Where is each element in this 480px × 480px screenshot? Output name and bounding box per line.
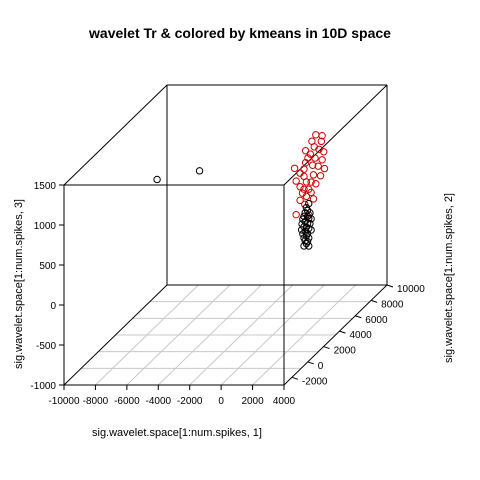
y-tick-label: 8000 (381, 299, 404, 310)
point-cluster-red (301, 147, 310, 155)
z-tick-label: 1000 (34, 221, 57, 232)
point-cluster-black (301, 209, 309, 217)
z-tick-label: 500 (39, 261, 56, 272)
y-tick-label: -2000 (302, 376, 328, 387)
point-cluster-red (312, 131, 320, 139)
point-cluster-black (297, 226, 306, 234)
x-tick-label: -6000 (114, 396, 140, 407)
z-axis-label: sig.wavelet.space[1:num.spikes, 3] (13, 199, 25, 369)
point-cluster-black (305, 199, 313, 208)
y-tick-mark (307, 361, 314, 365)
point-cluster-red (302, 192, 311, 201)
point-cluster-red (312, 180, 320, 188)
point-cluster-black (307, 215, 315, 223)
y-tick-label: 10000 (397, 284, 425, 295)
y-tick-mark (291, 376, 299, 380)
z-tick-label: -500 (36, 341, 56, 352)
point-cluster-red (309, 195, 318, 203)
point-cluster-red (318, 132, 326, 140)
y-axis-label: sig.wavelet.space[1:num.spikes, 2] (443, 193, 455, 363)
y-tick-label: 6000 (365, 315, 388, 326)
y-tick-label: 2000 (334, 346, 357, 357)
point-cluster-black (303, 237, 312, 246)
base-grid (81, 284, 370, 386)
point-cluster-red (300, 185, 308, 193)
point-cluster-red (307, 188, 315, 197)
x-tick-label: -2000 (177, 396, 203, 407)
x-axis-label: sig.wavelet.space[1:num.spikes, 1] (92, 427, 262, 439)
chart-title: wavelet Tr & colored by kmeans in 10D sp… (88, 25, 391, 41)
bounding-box (63, 84, 388, 386)
z-tick-label: 1500 (34, 181, 57, 192)
y-tick-mark (370, 299, 378, 303)
z-tick-label: 0 (50, 301, 56, 312)
x-tick-label: -4000 (145, 396, 171, 407)
y-tick-mark (355, 315, 362, 319)
point-cluster-red (309, 171, 318, 179)
x-tick-label: -10000 (48, 396, 80, 407)
point-cluster-red (306, 150, 315, 158)
point-cluster-red (308, 161, 317, 169)
point-cluster-red (292, 177, 300, 185)
point-cluster-black (195, 167, 204, 175)
point-cluster-black (303, 229, 312, 238)
point-cluster-red (302, 178, 311, 186)
point-cluster-red (311, 154, 319, 162)
x-tick-label: 2000 (241, 396, 264, 407)
x-tick-label: -8000 (83, 396, 109, 407)
point-cluster-black (153, 175, 161, 184)
axis-ticks: -10000 -8000 -6000 -4000 -2000 0 2000 4000-2000… (30, 181, 425, 407)
z-tick-label: -1000 (30, 381, 56, 392)
point-cluster-red (290, 164, 299, 172)
y-tick-label: 4000 (349, 330, 372, 341)
point-cluster-red (292, 210, 300, 219)
y-tick-label: 0 (318, 361, 324, 372)
point-cluster-red (316, 172, 325, 180)
box-edge (63, 84, 168, 186)
point-cluster-red (307, 178, 315, 186)
point-cluster-red (317, 137, 326, 146)
data-points (153, 131, 329, 250)
box-edge (63, 284, 168, 386)
point-cluster-red (320, 164, 329, 173)
box-edge (283, 284, 388, 386)
y-tick-mark (386, 284, 394, 288)
y-tick-mark (323, 346, 330, 350)
x-tick-label: 0 (218, 396, 224, 407)
point-cluster-red (300, 165, 308, 173)
y-tick-mark (339, 330, 346, 334)
point-cluster-black (299, 230, 307, 238)
point-cluster-red (320, 148, 328, 156)
point-cluster-red (296, 196, 304, 205)
point-cluster-black (302, 239, 311, 248)
point-cluster-red (314, 162, 322, 170)
point-cluster-red (296, 183, 304, 191)
x-tick-label: 4000 (273, 396, 296, 407)
point-cluster-black (300, 242, 308, 250)
point-cluster-red (318, 156, 326, 164)
point-cluster-red (305, 211, 313, 219)
point-cluster-black (305, 242, 313, 250)
